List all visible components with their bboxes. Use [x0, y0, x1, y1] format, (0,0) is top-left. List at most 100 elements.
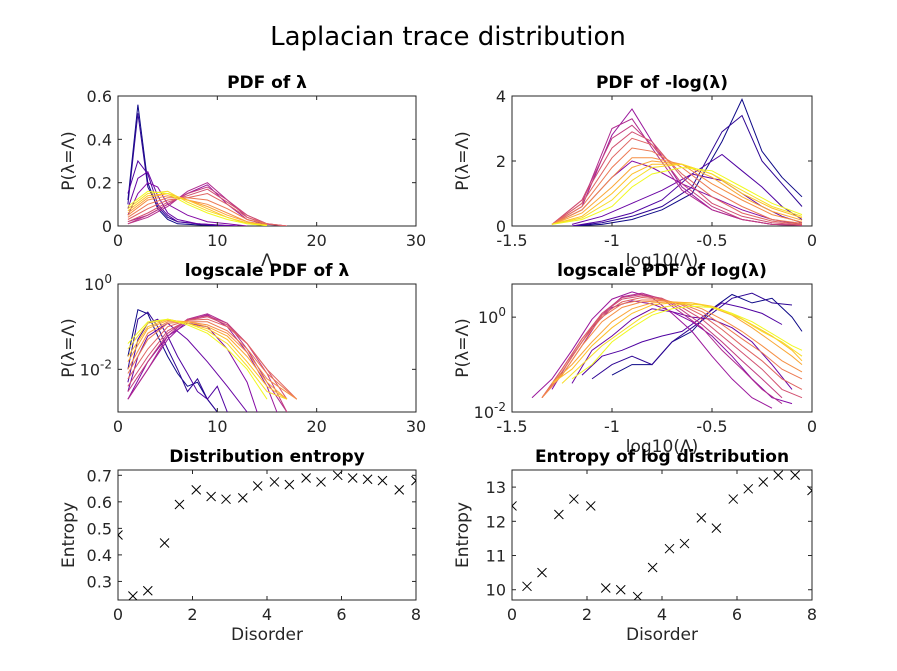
data-point: [615, 584, 626, 595]
x-axis-label: Disorder: [231, 625, 303, 645]
plot-area: [118, 470, 416, 600]
series-line: [127, 192, 268, 226]
series-line: [127, 318, 288, 400]
x-tick-label: -1: [604, 417, 620, 436]
x-tick-label: 6: [336, 605, 346, 624]
series-line: [571, 305, 803, 380]
series-line: [551, 160, 803, 225]
x-tick-label: 0: [113, 605, 123, 624]
data-point: [159, 538, 170, 548]
series-line: [127, 321, 298, 400]
series-line: [127, 319, 288, 400]
x-tick-label: 0: [807, 231, 817, 250]
x-tick-label: -1: [604, 231, 620, 250]
series-line: [127, 318, 298, 400]
y-tick-label: 0.2: [87, 174, 112, 193]
data-point: [284, 479, 295, 490]
data-point: [743, 483, 754, 494]
y-tick-label: 0.7: [87, 466, 112, 485]
x-tick-label: 8: [807, 605, 817, 624]
series-line: [127, 309, 218, 412]
series-line: [127, 318, 268, 400]
data-point: [679, 538, 690, 549]
axes-box: [117, 283, 417, 413]
series-line: [127, 315, 288, 412]
data-point: [142, 585, 153, 596]
data-point: [664, 543, 675, 554]
y-tick-label: 0.6: [87, 493, 112, 512]
y-tick-label: 0.5: [87, 519, 112, 538]
subplot-title: logscale PDF of log(λ): [557, 261, 767, 281]
series-line: [127, 104, 238, 226]
x-tick-label: 20: [306, 417, 326, 436]
data-point: [128, 591, 138, 600]
subplot-title: Entropy of log distribution: [535, 447, 789, 467]
data-point: [696, 513, 707, 523]
x-tick-label: 30: [406, 231, 426, 250]
axes-box: [511, 469, 813, 601]
y-tick-label: 2: [496, 152, 506, 171]
data-point: [711, 523, 722, 534]
y-tick-label: 0: [496, 217, 506, 236]
series-line: [127, 318, 228, 412]
plot-area: [127, 104, 287, 226]
x-tick-label: 0: [113, 417, 123, 436]
series-line: [127, 192, 268, 226]
x-axis-label: log10(Λ): [626, 437, 698, 457]
series-line: [127, 313, 288, 412]
data-point: [174, 499, 185, 510]
y-axis-label: Entropy: [59, 502, 79, 568]
x-axis-label: Disorder: [626, 625, 698, 645]
data-point: [632, 591, 643, 600]
data-point: [377, 475, 388, 486]
series-line: [127, 311, 218, 412]
x-tick-label: 2: [187, 605, 197, 624]
y-tick-label: 0.4: [87, 546, 112, 565]
y-tick-label: 100: [84, 272, 112, 294]
subplot-3: 0 10 20 30 100 10-2 logscale PDF of λ P(λ=Λ): [59, 261, 426, 436]
x-tick-label: 2: [582, 605, 592, 624]
x-axis-label: Λ: [261, 251, 273, 271]
y-tick-label: 0.6: [87, 87, 112, 106]
y-tick-label: 0: [102, 217, 112, 236]
y-tick-label: 0.4: [87, 130, 112, 149]
figure-suptitle: Laplacian trace distribution: [270, 22, 626, 52]
x-tick-label: -1.5: [496, 417, 527, 436]
x-tick-label: -0.5: [696, 417, 727, 436]
subplot-6: 0 2 4 6 8 10 11 12 13 Entropy of log distribution…: [453, 447, 817, 645]
x-axis-label: log10(Λ): [626, 251, 698, 271]
data-point: [758, 477, 769, 487]
series-line: [127, 171, 238, 226]
series-line: [551, 166, 803, 225]
data-point: [362, 474, 373, 485]
series-line: [127, 318, 288, 400]
plot-area: [127, 309, 298, 412]
data-point: [773, 470, 784, 480]
data-point: [191, 485, 202, 495]
data-point: [301, 473, 311, 483]
x-tick-label: 8: [411, 605, 421, 624]
data-point: [728, 494, 739, 504]
y-tick-label: 10-2: [80, 357, 112, 379]
subplot-title: Distribution entropy: [169, 447, 364, 467]
x-tick-label: -0.5: [696, 231, 727, 250]
x-tick-label: 0: [807, 417, 817, 436]
series-line: [127, 314, 278, 412]
plot-area: [531, 291, 803, 409]
series-line: [561, 303, 803, 384]
series-line: [551, 302, 803, 384]
series-line: [591, 292, 793, 380]
y-tick-label: 10: [486, 581, 506, 600]
y-tick-label: 100: [478, 305, 506, 327]
data-point: [221, 494, 231, 505]
x-tick-label: 4: [657, 605, 667, 624]
subplot-title: PDF of λ: [227, 73, 307, 93]
y-axis-label: Entropy: [453, 502, 473, 568]
x-tick-label: -1.5: [496, 231, 527, 250]
data-point: [647, 562, 658, 573]
data-point: [206, 491, 216, 502]
series-line: [571, 153, 803, 226]
data-point: [600, 583, 611, 593]
